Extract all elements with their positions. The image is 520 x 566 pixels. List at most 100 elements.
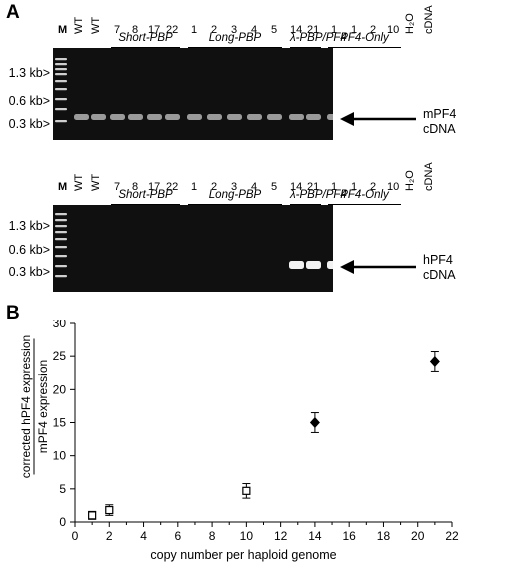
top-gel-lane-label: WT — [90, 16, 102, 34]
top-gel-group-label: PF4-Only — [340, 32, 389, 44]
bottom-gel-product-band — [327, 261, 333, 269]
bottom-gel-lane-label: 14 — [290, 181, 303, 193]
top-gel-product-band — [91, 114, 106, 120]
top-gel-lane-label: 5 — [271, 24, 278, 36]
top-gel-ladder-band — [55, 73, 67, 76]
top-gel-lane-label: H₂O — [404, 13, 416, 34]
top-gel-product-band — [207, 114, 222, 120]
bottom-gel-lane-label: 2 — [211, 181, 218, 193]
x-tick-label: 2 — [106, 529, 113, 543]
data-point-open-square — [105, 505, 114, 515]
top-gel-lane-label: 2 — [370, 24, 377, 36]
bottom-gel-lane-label: 8 — [132, 181, 139, 193]
top-product-arrow — [340, 112, 416, 126]
bottom-gel-lane-label: 21 — [307, 181, 320, 193]
bottom-gel-ladder-band — [55, 219, 67, 222]
top-gel-product-band — [247, 114, 262, 120]
top-gel-lane-label: 8 — [132, 24, 139, 36]
top-size-marker-1-3kb: 1.3 kb> — [8, 66, 50, 80]
data-point-filled-diamond — [429, 355, 440, 367]
bottom-gel-ladder-band — [55, 255, 67, 258]
x-tick-label: 4 — [140, 529, 147, 543]
bottom-product-name: hPF4 — [423, 253, 453, 267]
top-gel-product-band — [147, 114, 162, 120]
top-gel-ladder-band — [55, 58, 67, 61]
bottom-gel-product-band — [289, 261, 304, 269]
top-gel-product-band — [327, 114, 333, 120]
bottom-gel-ladder-band — [55, 213, 67, 216]
bottom-gel-ladder-band — [55, 246, 67, 249]
top-product-label: mPF4 cDNA — [423, 107, 456, 137]
bottom-product-type: cDNA — [423, 268, 456, 282]
bottom-gel-lane-label: H₂O — [404, 170, 416, 191]
top-gel-lane-label: 22 — [166, 24, 179, 36]
top-gel-lane-label: 1 — [351, 24, 358, 36]
top-gel-lane-label: M — [58, 24, 68, 36]
bottom-gel-ladder-band — [55, 238, 67, 241]
x-tick-label: 10 — [240, 529, 254, 543]
bottom-gel-product-band — [306, 261, 321, 269]
top-gel-lane-label: 1 — [331, 24, 338, 36]
top-gel-group-underline — [111, 47, 180, 48]
bottom-size-marker-0-3kb: 0.3 kb> — [8, 265, 50, 279]
top-gel-product-band — [289, 114, 304, 120]
top-gel-ladder-band — [55, 108, 67, 111]
bottom-gel-lane-label: 10 — [387, 181, 400, 193]
x-tick-label: 22 — [445, 529, 459, 543]
top-gel-group-underline — [328, 47, 401, 48]
top-gel-lane-label: cDNA — [423, 5, 435, 34]
x-tick-label: 20 — [411, 529, 425, 543]
top-gel-product-band — [227, 114, 242, 120]
y-tick-label: 20 — [53, 382, 67, 396]
bottom-gel-group-underline — [111, 204, 180, 205]
data-point-open-square — [242, 486, 251, 495]
bottom-gel-lane-label: WT — [73, 173, 85, 191]
top-gel-ladder-band — [55, 68, 67, 71]
panel-b-label: B — [6, 303, 20, 324]
bottom-gel-lane-label: 22 — [166, 181, 179, 193]
bottom-gel-group-underline — [328, 204, 401, 205]
data-point-filled-diamond — [309, 417, 320, 428]
y-tick-label: 25 — [53, 349, 67, 363]
bottom-gel-lane-label: 4 — [251, 181, 258, 193]
bottom-gel-lane-label: 1 — [331, 181, 338, 193]
y-tick-label: 0 — [59, 515, 66, 529]
bottom-gel-lane-label: 7 — [114, 181, 121, 193]
top-gel-lane-label: 10 — [387, 24, 400, 36]
top-gel-product-band — [110, 114, 125, 120]
x-tick-label: 16 — [343, 529, 357, 543]
top-gel-group-label: Long-PBP — [208, 32, 262, 44]
top-product-name: mPF4 — [423, 107, 457, 121]
bottom-gel-group-label: PF4-Only — [340, 189, 389, 201]
bottom-gel-lane-label: 1 — [351, 181, 358, 193]
top-gel-lane-label: 4 — [251, 24, 258, 36]
y-axis-label: corrected hPF4 expression mPF4 expression — [19, 335, 50, 478]
top-gel-group-label: Short-PBP — [118, 32, 173, 44]
top-gel-lane-label: 2 — [211, 24, 218, 36]
bottom-gel-lane-label: 2 — [370, 181, 377, 193]
scatter-chart: 0 2 4 6 8 10 12 14 16 18 20 22 0 5 10 15 20 25 30 copy numb… — [19, 320, 459, 562]
bottom-gel-lane-label: M — [58, 181, 68, 193]
top-gel-lane-label: 3 — [231, 24, 238, 36]
y-axis-label-denominator: mPF4 expression — [36, 360, 50, 453]
x-tick-label: 14 — [308, 529, 322, 543]
bottom-gel-ladder-band — [55, 265, 67, 268]
bottom-gel-group-underline — [188, 204, 282, 205]
top-gel-image — [53, 48, 333, 140]
top-gel-group-label: λ-PBP/PF4 — [290, 32, 347, 44]
bottom-gel-lane-label: 1 — [191, 181, 198, 193]
top-size-marker-0-3kb: 0.3 kb> — [8, 117, 50, 131]
bottom-size-marker-0-6kb: 0.6 kb> — [8, 243, 50, 257]
x-axis-label: copy number per haploid genome — [150, 548, 336, 562]
bottom-product-label: hPF4 cDNA — [423, 253, 456, 283]
top-gel-ladder-band — [55, 80, 67, 83]
top-gel-ladder-band — [55, 120, 67, 123]
bottom-gel-ladder-band — [55, 225, 67, 228]
top-gel-lane-label: 7 — [114, 24, 121, 36]
x-tick-label: 18 — [377, 529, 391, 543]
top-gel-product-band — [306, 114, 321, 120]
top-gel-lane-label: 21 — [307, 24, 320, 36]
bottom-gel-image — [53, 205, 333, 292]
top-gel-lane-label: WT — [73, 16, 85, 34]
x-tick-label: 8 — [209, 529, 216, 543]
